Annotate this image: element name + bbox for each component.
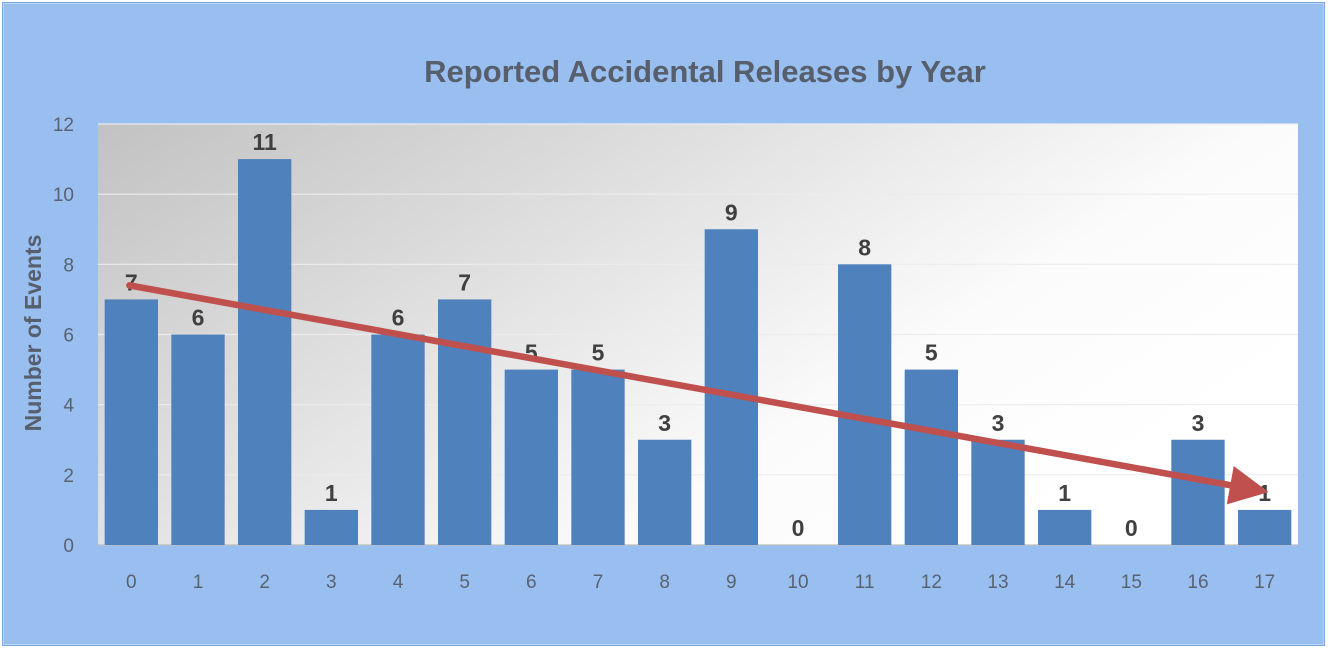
x-tick-label: 7 (593, 572, 604, 593)
data-label: 6 (192, 305, 205, 331)
data-label: 0 (1125, 515, 1138, 541)
y-axis-label: Number of Events (20, 235, 46, 432)
y-tick-label: 6 (63, 326, 74, 347)
gridlines (98, 123, 1298, 546)
bar (571, 369, 625, 545)
data-label: 3 (992, 410, 1005, 436)
data-label: 7 (458, 269, 471, 295)
bar (504, 369, 558, 545)
x-tick-label: 15 (1121, 572, 1142, 593)
bars (104, 159, 1292, 546)
x-tick-label: 1 (193, 572, 204, 593)
data-label: 1 (1058, 480, 1071, 506)
data-label: 8 (858, 234, 871, 260)
data-label: 1 (325, 480, 338, 506)
x-tick-label: 13 (987, 572, 1008, 593)
x-tick-label: 6 (526, 572, 537, 593)
bar (638, 439, 692, 545)
data-label: 0 (792, 515, 805, 541)
bar (104, 299, 158, 545)
x-axis-ticks: 0 1 2 3 4 5 6 7 8 9 10 11 12 13 14 15 16 17 (126, 572, 1275, 593)
chart-title: Reported Accidental Releases by Year (424, 54, 986, 89)
x-tick-label: 16 (1187, 572, 1208, 593)
x-tick-label: 3 (326, 572, 337, 593)
data-label: 3 (1192, 410, 1205, 436)
y-tick-label: 0 (63, 536, 74, 557)
x-tick-label: 4 (393, 572, 404, 593)
y-tick-label: 10 (53, 185, 74, 206)
bar (238, 159, 292, 546)
y-tick-label: 12 (53, 115, 74, 136)
bar (704, 229, 758, 545)
bar (971, 439, 1025, 545)
data-label: 11 (253, 129, 278, 155)
x-tick-label: 9 (726, 572, 737, 593)
y-tick-label: 4 (63, 396, 74, 417)
x-tick-label: 17 (1254, 572, 1275, 593)
data-label: 5 (925, 340, 938, 366)
x-tick-label: 0 (126, 572, 137, 593)
data-label: 5 (592, 340, 605, 366)
bar (438, 299, 492, 545)
y-tick-label: 8 (63, 255, 74, 276)
x-tick-label: 5 (459, 572, 470, 593)
bar (1238, 509, 1292, 545)
x-tick-label: 14 (1054, 572, 1076, 593)
x-tick-label: 11 (855, 572, 875, 593)
bar (1038, 509, 1092, 545)
x-tick-label: 12 (921, 572, 942, 593)
y-tick-label: 2 (63, 466, 74, 487)
x-tick-label: 2 (259, 572, 270, 593)
x-tick-label: 10 (787, 572, 808, 593)
y-axis-ticks: 0 2 4 6 8 10 12 (53, 115, 75, 557)
bar (1171, 439, 1225, 545)
data-label: 9 (725, 199, 738, 225)
data-label: 3 (658, 410, 671, 436)
x-tick-label: 8 (659, 572, 670, 593)
bar (371, 334, 425, 545)
bar (838, 264, 892, 545)
data-label: 7 (125, 269, 138, 295)
trend-arrow-line (126, 282, 1269, 505)
data-label: 1 (1258, 480, 1271, 506)
bar (304, 509, 358, 545)
trend-arrow (126, 282, 1269, 505)
data-label: 6 (392, 305, 405, 331)
bar (904, 369, 958, 545)
bar (171, 334, 225, 545)
